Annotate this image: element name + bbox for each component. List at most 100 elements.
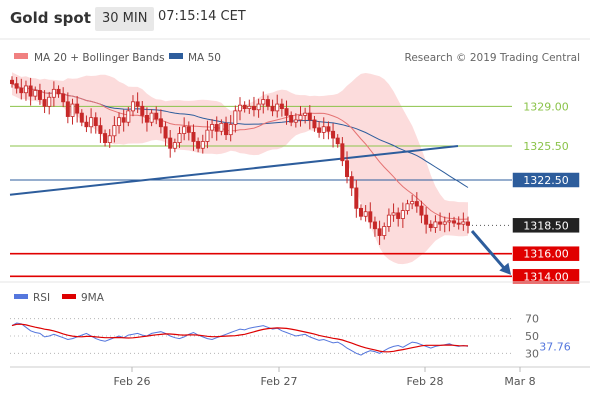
candle [158, 109, 163, 134]
level-tags: 1329.00 1325.50 1322.50 1318.50 1316.00 1314.… [512, 99, 580, 284]
candle [84, 115, 89, 133]
rsi-pane: 70 50 30 37.76 [10, 313, 571, 360]
candle [79, 109, 84, 127]
candle [65, 92, 70, 124]
candle [303, 107, 308, 124]
x-tick-label: Feb 27 [261, 375, 298, 388]
candle [47, 91, 52, 115]
candle [177, 126, 182, 148]
candle [465, 216, 470, 234]
candle [70, 98, 75, 125]
price-pane: 1329.00 1325.50 1322.50 1318.50 1316.00 1314.… [9, 72, 580, 284]
candle [9, 76, 14, 88]
candle [326, 121, 331, 140]
svg-text:1314.00: 1314.00 [523, 270, 569, 283]
candle [135, 92, 140, 114]
rsi-ma-legend-label: 9MA [81, 292, 105, 304]
candle [298, 105, 303, 127]
candle [442, 216, 447, 233]
rsi-legend-label: RSI [33, 292, 50, 304]
candle [293, 113, 298, 128]
candle [154, 106, 159, 125]
candle [205, 120, 210, 149]
level-tag-1: 1325.50 [512, 138, 580, 154]
candle [19, 78, 24, 100]
candle [93, 112, 98, 134]
ma20-line [11, 83, 469, 220]
candle [140, 101, 145, 124]
svg-text:1322.50: 1322.50 [523, 174, 569, 187]
x-axis-ticks: Feb 26 Feb 27 Feb 28 Mar 8 [114, 367, 536, 388]
candle [452, 216, 457, 228]
instrument-title: Gold spot [10, 9, 91, 27]
candle [270, 99, 275, 117]
candle [391, 203, 396, 222]
candle [219, 119, 224, 136]
candle [317, 121, 322, 138]
candle [377, 220, 382, 245]
candle [214, 116, 219, 141]
candle [275, 94, 280, 118]
x-tick-label: Feb 28 [407, 375, 444, 388]
candle [242, 101, 247, 113]
candles [9, 76, 470, 245]
candle [279, 98, 284, 117]
projection-line [470, 230, 506, 269]
candle [56, 85, 61, 98]
candle [237, 97, 242, 121]
bollinger-band [12, 72, 468, 265]
candle [191, 124, 196, 151]
candle [117, 112, 122, 134]
candle [210, 119, 215, 139]
rsi-ma-legend-swatch [62, 294, 76, 299]
candle [75, 96, 80, 123]
candle [396, 207, 401, 227]
candle [14, 76, 19, 94]
candle [307, 105, 312, 130]
candle [61, 87, 66, 108]
candle [182, 117, 187, 141]
candle [247, 99, 252, 114]
svg-text:1316.00: 1316.00 [523, 248, 569, 261]
x-tick-label: Mar 8 [504, 375, 535, 388]
candle [265, 95, 270, 111]
candle [405, 199, 410, 215]
candle [400, 202, 405, 228]
ma20-legend-label: MA 20 + Bollinger Bands [34, 52, 165, 64]
candle [144, 107, 149, 132]
candle [368, 202, 373, 229]
candle [228, 115, 233, 142]
projection-arrow-icon [499, 262, 511, 275]
candle [196, 137, 201, 153]
x-tick-label: Feb 26 [114, 375, 151, 388]
candle [321, 117, 326, 140]
candle [163, 121, 168, 147]
candle [251, 96, 256, 117]
rsi-tick-label: 30 [525, 347, 539, 360]
candle [130, 95, 135, 117]
attribution: Research © 2019 Trading Central [405, 52, 581, 64]
candle [438, 212, 443, 231]
candle [331, 123, 336, 148]
candle [107, 129, 112, 148]
rsi-line [11, 322, 469, 356]
candle [433, 215, 438, 233]
candle [256, 98, 261, 118]
rsi-guides: 70 50 30 [10, 313, 539, 360]
candle [363, 205, 368, 222]
candle [28, 77, 33, 106]
svg-text:1318.50: 1318.50 [523, 219, 569, 232]
candle [261, 91, 266, 114]
candle [112, 116, 117, 143]
candle [186, 121, 191, 141]
timeframe-button[interactable]: 30 MIN [95, 7, 155, 31]
candle [428, 220, 433, 232]
candle [42, 90, 47, 114]
candle [382, 222, 387, 240]
candle [419, 200, 424, 224]
candle [224, 116, 229, 140]
candle [414, 192, 419, 213]
rsi-legend-swatch [14, 294, 28, 299]
level-tag-0: 1329.00 [512, 99, 580, 114]
